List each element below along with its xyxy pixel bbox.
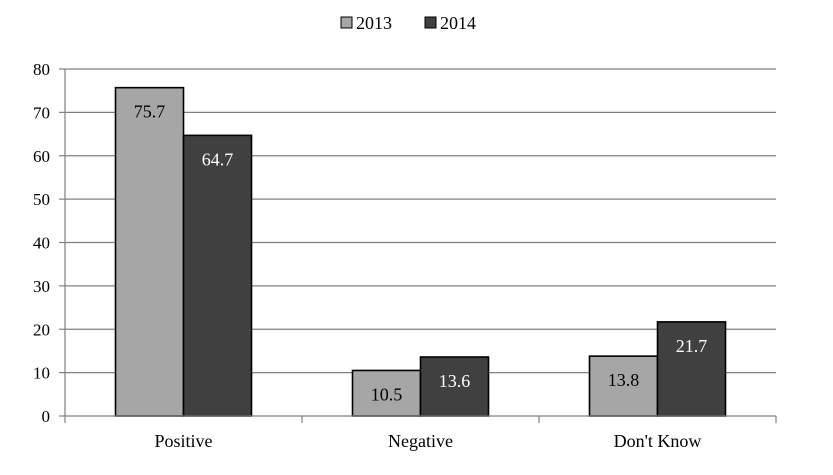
y-tick-label: 70 (33, 103, 50, 122)
data-label: 10.5 (371, 384, 403, 404)
y-tick-label: 60 (33, 147, 50, 166)
bar (656, 321, 727, 417)
chart-legend: 2013 2014 (340, 13, 476, 33)
bars (114, 86, 727, 417)
y-tick-label: 0 (42, 407, 51, 426)
y-tick-label: 80 (33, 60, 50, 79)
x-tick-label: Don't Know (614, 431, 702, 451)
data-label: 75.7 (134, 102, 166, 122)
x-tick-label: Positive (154, 431, 212, 451)
legend-swatch (340, 16, 353, 29)
legend-label: 2014 (440, 13, 476, 33)
data-label: 13.8 (608, 370, 640, 390)
data-label: 21.7 (676, 336, 708, 356)
data-label: 13.6 (439, 371, 471, 391)
bar (182, 134, 253, 417)
bar (114, 86, 185, 417)
axes (59, 68, 777, 423)
labels: 0 10 20 30 40 50 60 70 80 75.7 64.7 Positive 10.5 13.… (33, 60, 707, 451)
y-tick-label: 10 (33, 364, 50, 383)
x-tick-label: Negative (388, 431, 453, 451)
y-tick-label: 50 (33, 190, 50, 209)
bar (351, 369, 422, 417)
legend-label: 2013 (356, 13, 392, 33)
data-label: 64.7 (202, 149, 234, 169)
y-tick-label: 30 (33, 277, 50, 296)
legend-swatch (424, 16, 437, 29)
y-tick-label: 40 (33, 234, 50, 253)
y-tick-label: 20 (33, 320, 50, 339)
